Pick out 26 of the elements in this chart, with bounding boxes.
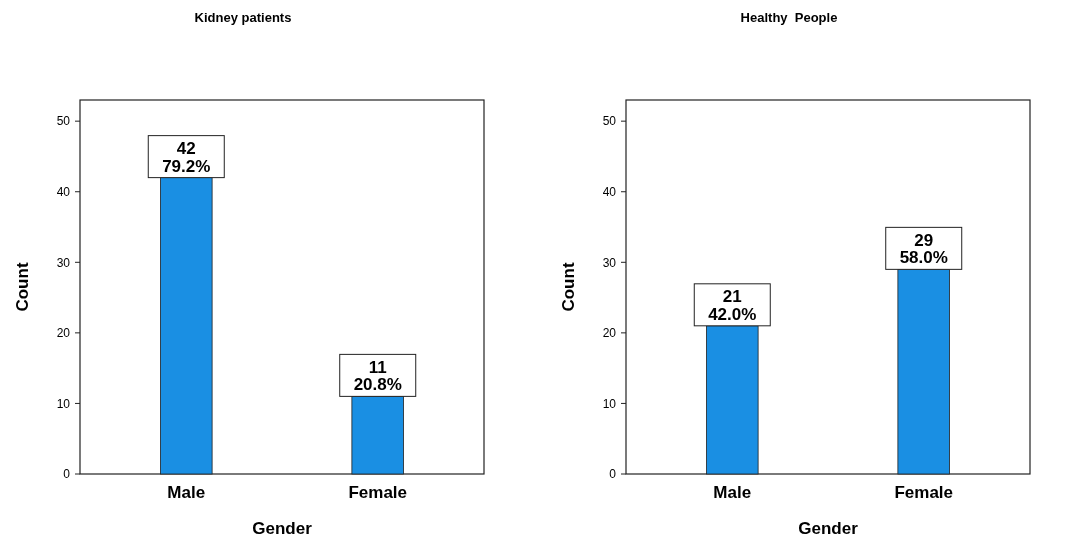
chart-title: Kidney patients — [194, 10, 292, 25]
x-axis-title: Gender — [798, 519, 859, 538]
y-tick-label: 50 — [56, 114, 71, 129]
data-label: 11 20.8% — [353, 357, 402, 395]
data-label: 29 58.0% — [899, 230, 948, 268]
y-tick-label: 30 — [56, 255, 71, 270]
y-tick-label: 0 — [63, 467, 71, 482]
y-tick-label: 20 — [602, 326, 617, 341]
x-tick-label: Male — [713, 483, 752, 502]
x-tick-label: Female — [894, 483, 954, 502]
y-axis-title: Count — [559, 262, 578, 312]
y-tick-label: 0 — [609, 467, 617, 482]
y-tick-label: 30 — [602, 255, 617, 270]
y-tick-label: 40 — [56, 184, 71, 199]
data-label: 42 79.2% — [162, 138, 211, 176]
y-tick-label: 20 — [56, 326, 71, 341]
chart-title: Healthy People — [740, 10, 838, 25]
x-axis-title: Gender — [252, 519, 313, 538]
y-tick-label: 40 — [602, 184, 617, 199]
data-label: 21 42.0% — [708, 286, 757, 324]
y-axis-title: Count — [13, 262, 32, 312]
y-tick-label: 10 — [602, 396, 617, 411]
x-tick-label: Female — [348, 483, 408, 502]
y-tick-label: 10 — [56, 396, 71, 411]
x-tick-label: Male — [167, 483, 206, 502]
y-tick-label: 50 — [602, 114, 617, 129]
